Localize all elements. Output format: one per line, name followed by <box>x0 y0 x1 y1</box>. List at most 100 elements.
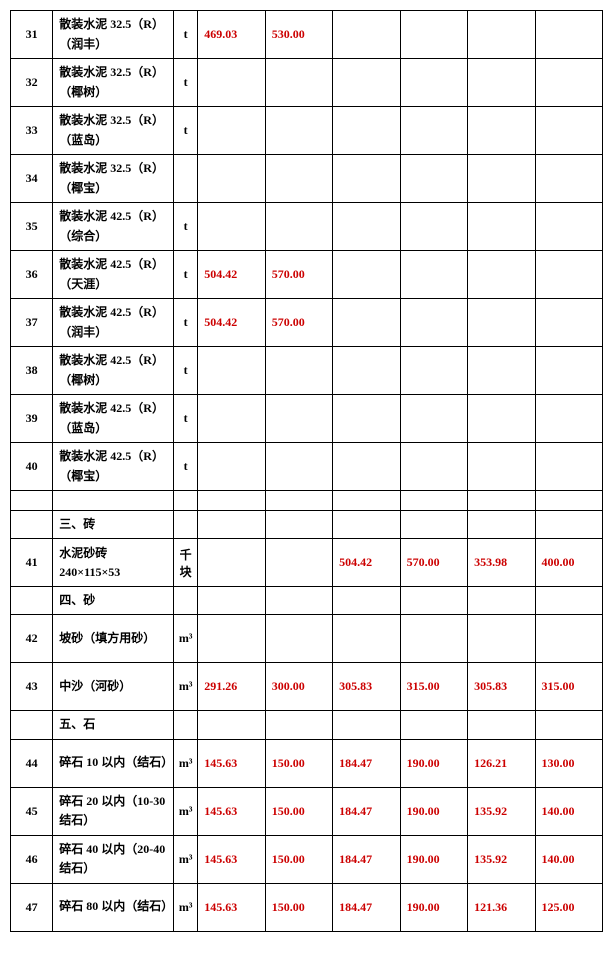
value-2 <box>265 155 332 203</box>
row-number: 44 <box>11 739 53 787</box>
value-6 <box>535 11 602 59</box>
row-number <box>11 587 53 615</box>
value-4 <box>400 443 467 491</box>
material-name: 坡砂（填方用砂） <box>53 615 174 663</box>
material-name: 碎石 10 以内（结石） <box>53 739 174 787</box>
value-2 <box>265 587 332 615</box>
value-3 <box>333 299 400 347</box>
material-name: 碎石 40 以内（20-40 结石） <box>53 835 174 883</box>
unit: t <box>174 395 198 443</box>
value-4 <box>400 251 467 299</box>
value-2: 530.00 <box>265 11 332 59</box>
table-row <box>11 491 603 511</box>
value-3 <box>333 615 400 663</box>
value-4 <box>400 395 467 443</box>
value-2 <box>265 511 332 539</box>
unit: m³ <box>174 663 198 711</box>
value-5: 121.36 <box>468 883 535 931</box>
value-2: 150.00 <box>265 739 332 787</box>
value-1 <box>198 491 265 511</box>
row-number: 34 <box>11 155 53 203</box>
value-6 <box>535 587 602 615</box>
value-5 <box>468 711 535 739</box>
value-6 <box>535 347 602 395</box>
table-row: 五、石 <box>11 711 603 739</box>
material-name: 散装水泥 42.5（R）（椰宝） <box>53 443 174 491</box>
value-6 <box>535 491 602 511</box>
value-3: 184.47 <box>333 835 400 883</box>
value-4: 190.00 <box>400 787 467 835</box>
unit: m³ <box>174 883 198 931</box>
value-4: 315.00 <box>400 663 467 711</box>
value-1 <box>198 511 265 539</box>
unit: m³ <box>174 787 198 835</box>
material-name: 碎石 80 以内（结石） <box>53 883 174 931</box>
value-2: 570.00 <box>265 299 332 347</box>
value-2 <box>265 443 332 491</box>
table-row: 41水泥砂砖 240×115×53千块504.42570.00353.98400… <box>11 539 603 587</box>
value-6 <box>535 59 602 107</box>
material-name: 散装水泥 42.5（R）（天涯） <box>53 251 174 299</box>
value-4 <box>400 299 467 347</box>
table-row: 32散装水泥 32.5（R）（椰树）t <box>11 59 603 107</box>
material-name: 水泥砂砖 240×115×53 <box>53 539 174 587</box>
table-body: 31散装水泥 32.5（R）（润丰）t469.03530.0032散装水泥 32… <box>11 11 603 932</box>
value-6: 315.00 <box>535 663 602 711</box>
value-1 <box>198 587 265 615</box>
unit: 千块 <box>174 539 198 587</box>
value-5 <box>468 299 535 347</box>
table-row: 四、砂 <box>11 587 603 615</box>
value-2: 150.00 <box>265 883 332 931</box>
value-1: 145.63 <box>198 787 265 835</box>
row-number <box>11 511 53 539</box>
table-row: 36散装水泥 42.5（R）（天涯）t504.42570.00 <box>11 251 603 299</box>
table-row: 47碎石 80 以内（结石）m³145.63150.00184.47190.00… <box>11 883 603 931</box>
material-name: 中沙（河砂） <box>53 663 174 711</box>
value-2: 150.00 <box>265 835 332 883</box>
value-2 <box>265 711 332 739</box>
unit: t <box>174 443 198 491</box>
value-4: 570.00 <box>400 539 467 587</box>
value-6 <box>535 107 602 155</box>
unit: t <box>174 299 198 347</box>
value-6: 140.00 <box>535 835 602 883</box>
value-5 <box>468 395 535 443</box>
value-4: 190.00 <box>400 883 467 931</box>
value-3 <box>333 711 400 739</box>
value-3: 184.47 <box>333 883 400 931</box>
row-number: 40 <box>11 443 53 491</box>
row-number: 45 <box>11 787 53 835</box>
value-5: 353.98 <box>468 539 535 587</box>
row-number: 41 <box>11 539 53 587</box>
value-2: 300.00 <box>265 663 332 711</box>
value-5: 135.92 <box>468 787 535 835</box>
value-4 <box>400 155 467 203</box>
unit: t <box>174 251 198 299</box>
row-number: 31 <box>11 11 53 59</box>
value-6 <box>535 511 602 539</box>
value-1 <box>198 395 265 443</box>
row-number: 36 <box>11 251 53 299</box>
unit: m³ <box>174 835 198 883</box>
table-row: 44碎石 10 以内（结石）m³145.63150.00184.47190.00… <box>11 739 603 787</box>
value-1 <box>198 155 265 203</box>
row-number: 35 <box>11 203 53 251</box>
value-4 <box>400 491 467 511</box>
value-3 <box>333 155 400 203</box>
value-1 <box>198 347 265 395</box>
unit: t <box>174 347 198 395</box>
value-5: 126.21 <box>468 739 535 787</box>
value-2 <box>265 59 332 107</box>
unit <box>174 491 198 511</box>
value-2 <box>265 203 332 251</box>
unit <box>174 155 198 203</box>
value-5 <box>468 155 535 203</box>
row-number: 33 <box>11 107 53 155</box>
value-4 <box>400 347 467 395</box>
value-5 <box>468 59 535 107</box>
value-6 <box>535 443 602 491</box>
table-row: 46碎石 40 以内（20-40 结石）m³145.63150.00184.47… <box>11 835 603 883</box>
value-1 <box>198 711 265 739</box>
value-1: 504.42 <box>198 251 265 299</box>
value-6: 125.00 <box>535 883 602 931</box>
